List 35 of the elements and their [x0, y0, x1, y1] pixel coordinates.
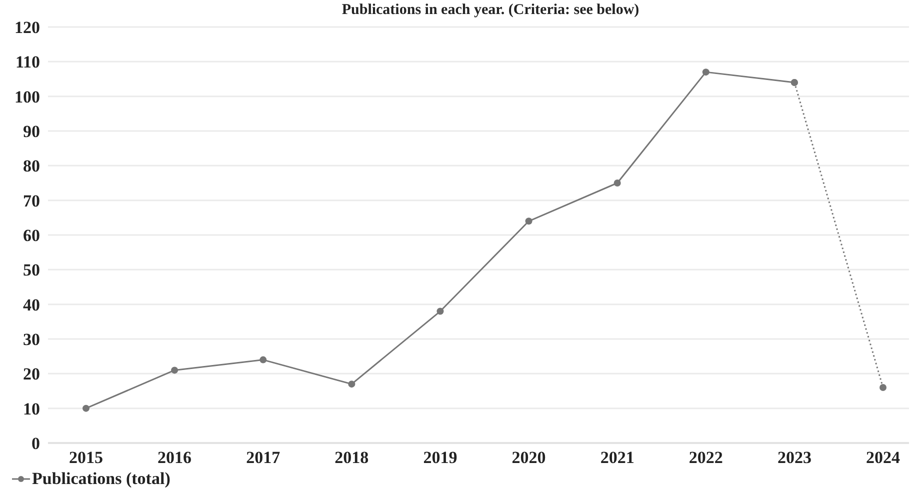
x-tick-label: 2020: [512, 448, 546, 468]
y-tick-label: 40: [23, 295, 40, 314]
y-tick-label: 90: [23, 122, 40, 142]
y-tick-label: 70: [23, 191, 40, 210]
x-tick-label: 2017: [246, 448, 281, 468]
y-tick-label: 30: [23, 330, 40, 350]
y-tick-label: 20: [23, 364, 40, 384]
point: [171, 366, 178, 374]
point: [348, 380, 356, 388]
y-tick-label: 0: [32, 434, 40, 454]
point: [702, 68, 710, 76]
y-tick-label: 110: [15, 52, 40, 72]
y-tick-label: 10: [23, 399, 40, 418]
x-tick-label: 2021: [600, 448, 634, 468]
y-tick-label: 100: [14, 87, 40, 106]
x-tick-label: 2019: [423, 448, 458, 468]
chart-title: Publications in each year. (Criteria: see below): [340, 2, 640, 19]
point: [790, 78, 798, 86]
x-tick-label: 2023: [777, 448, 812, 468]
point: [525, 218, 532, 225]
y-tick-label: 60: [23, 226, 40, 246]
x-tick-label: 2016: [158, 448, 192, 468]
point: [880, 384, 886, 392]
y-tick-label: 120: [14, 18, 40, 38]
legend-label: Publications (total): [32, 469, 170, 489]
y-tick-label: 80: [23, 156, 40, 176]
x-tick-label: 2022: [688, 448, 723, 468]
x-tick-label: 2024: [866, 448, 900, 468]
point: [260, 356, 267, 364]
point: [82, 404, 90, 412]
x-tick-label: 2018: [334, 448, 369, 468]
point: [436, 308, 444, 315]
point: [614, 180, 621, 186]
y-tick-label: 50: [23, 260, 40, 280]
x-tick-label: 2015: [69, 448, 103, 468]
